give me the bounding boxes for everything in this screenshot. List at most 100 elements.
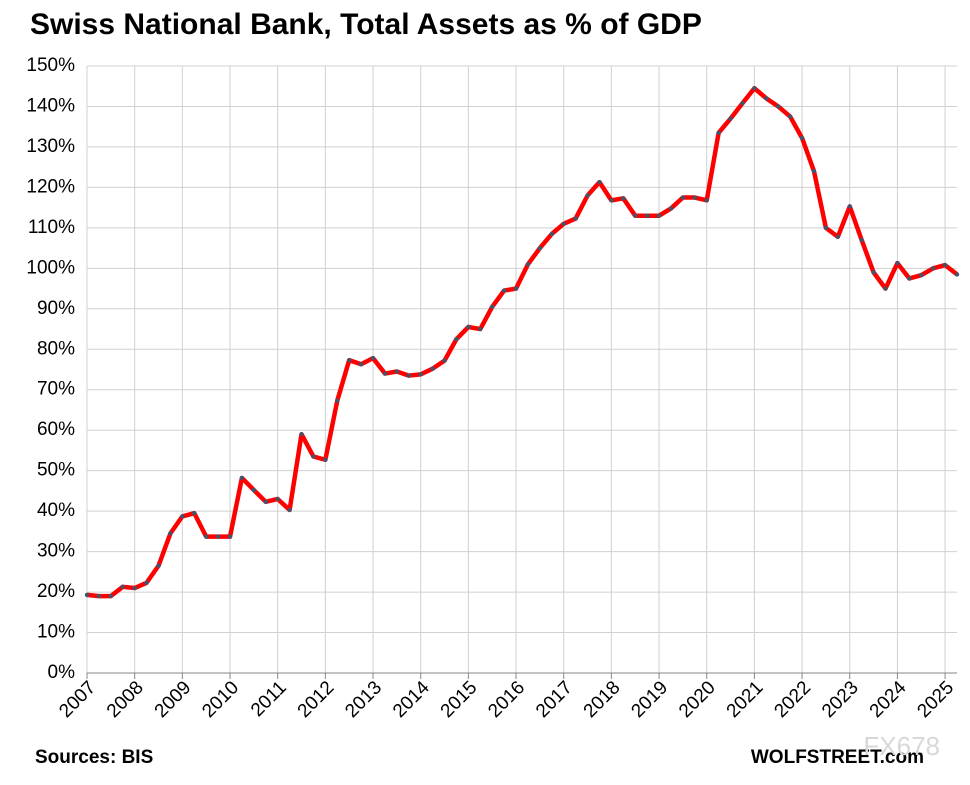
data-point — [466, 324, 471, 330]
data-point — [847, 204, 852, 209]
data-point — [704, 198, 709, 203]
data-point — [335, 398, 340, 403]
x-tick-label: 2016 — [484, 677, 529, 722]
y-tick-label: 20% — [37, 581, 75, 602]
data-point — [835, 234, 841, 239]
data-point — [513, 286, 519, 291]
x-tick-label: 2020 — [675, 677, 720, 722]
data-point — [787, 114, 793, 119]
y-tick-label: 140% — [26, 95, 75, 116]
data-point — [573, 216, 578, 221]
data-point — [370, 355, 376, 361]
data-point — [120, 584, 125, 590]
y-tick-label: 50% — [37, 460, 75, 481]
y-tick-label: 80% — [37, 338, 75, 359]
x-tick-label: 2007 — [55, 677, 100, 722]
data-point — [96, 593, 102, 599]
x-tick-label: 2011 — [247, 677, 291, 721]
data-point — [227, 534, 233, 539]
data-point — [883, 286, 888, 291]
x-tick-label: 2014 — [389, 677, 434, 722]
data-line — [86, 86, 959, 599]
source: Sources: BIS — [35, 747, 153, 768]
data-point — [621, 196, 626, 201]
y-tick-label: 110% — [28, 217, 75, 238]
data-point — [561, 221, 566, 227]
data-point — [203, 534, 209, 539]
data-point — [954, 272, 960, 277]
data-point — [442, 358, 447, 363]
data-point — [299, 432, 304, 437]
data-point — [776, 104, 781, 109]
data-point — [192, 510, 197, 516]
y-tick-label: 90% — [37, 298, 75, 319]
y-tick-label: 70% — [37, 379, 75, 400]
data-point — [716, 130, 721, 135]
data-point — [942, 262, 948, 268]
data-point — [823, 225, 829, 231]
data-point — [418, 372, 423, 377]
data-point — [764, 96, 769, 101]
x-tick-label: 2009 — [151, 677, 196, 722]
watermark: FX678 — [863, 731, 940, 761]
data-point — [287, 507, 292, 513]
data-point — [144, 580, 149, 585]
data-point — [752, 86, 757, 91]
data-point — [597, 179, 602, 185]
data-point — [919, 273, 924, 278]
data-point — [930, 266, 936, 271]
data-point — [656, 213, 662, 218]
x-tick-label: 2021 — [723, 677, 768, 722]
data-point — [895, 260, 900, 266]
data-point — [644, 213, 650, 218]
data-point — [680, 195, 686, 200]
y-tick-label: 0% — [48, 662, 76, 683]
x-tick-label: 2022 — [770, 677, 815, 722]
data-point — [537, 245, 543, 251]
data-point — [907, 276, 912, 281]
data-point — [490, 304, 495, 309]
data-point — [585, 193, 590, 198]
data-point — [358, 362, 364, 367]
data-point — [633, 213, 638, 218]
data-point — [323, 457, 328, 462]
x-tick-label: 2017 — [532, 677, 577, 722]
x-tick-label: 2010 — [198, 677, 243, 722]
data-point — [692, 195, 698, 200]
data-point — [430, 366, 435, 371]
data-point — [84, 592, 90, 598]
data-point — [811, 169, 817, 174]
x-tick-label: 2019 — [627, 677, 672, 722]
credit: WOLFSTREET.com — [751, 747, 924, 768]
data-point — [263, 499, 268, 505]
x-tick-label: 2008 — [103, 677, 148, 722]
data-point — [740, 101, 745, 106]
data-point — [859, 237, 864, 243]
data-point — [668, 206, 674, 211]
data-point — [251, 487, 257, 493]
chart-title: Swiss National Bank, Total Assets as % o… — [30, 8, 702, 41]
y-tick-label: 150% — [26, 55, 75, 76]
data-point — [156, 563, 161, 568]
data-point — [168, 531, 173, 536]
x-tick-label: 2018 — [580, 677, 625, 722]
x-tick-label: 2023 — [818, 677, 863, 722]
y-tick-label: 10% — [37, 622, 75, 643]
data-point — [215, 534, 221, 539]
data-point — [501, 288, 507, 293]
data-point — [871, 270, 876, 275]
x-tick-label: 2012 — [294, 677, 339, 722]
y-tick-label: 30% — [37, 541, 75, 562]
data-point — [275, 496, 280, 502]
data-point — [239, 475, 245, 481]
data-point — [525, 262, 531, 267]
data-point — [180, 514, 185, 519]
x-tick-label: 2025 — [913, 677, 958, 722]
y-tick-label: 130% — [26, 136, 75, 157]
data-point — [394, 369, 400, 374]
data-point — [346, 357, 352, 363]
data-point — [454, 336, 459, 342]
x-tick-label: 2013 — [341, 677, 386, 722]
data-point — [108, 593, 114, 599]
